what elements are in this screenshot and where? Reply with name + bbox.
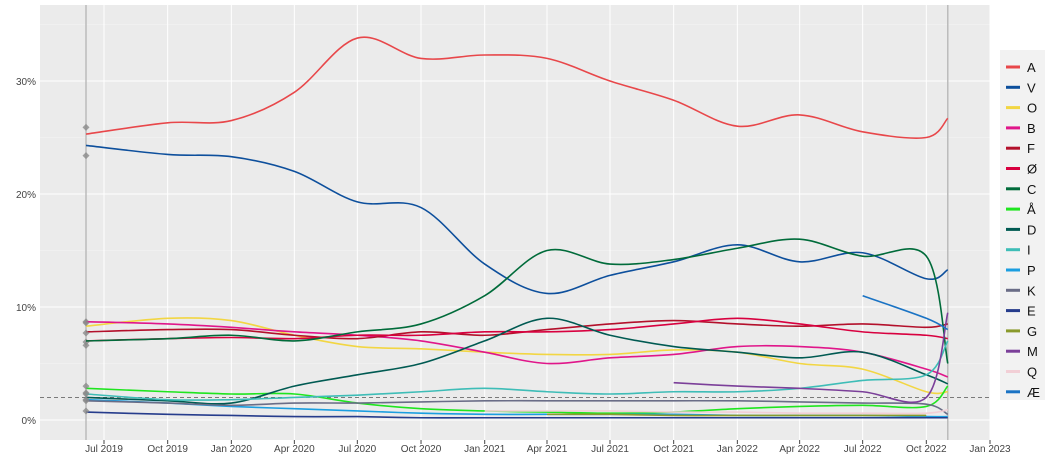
legend-label: Æ: [1027, 385, 1040, 400]
trend-line-E: [85, 411, 948, 419]
election-result-marker: [82, 390, 90, 398]
x-tick-label: Jan 2022: [717, 444, 759, 455]
legend-label: M: [1027, 344, 1038, 359]
trend-line-C: [85, 238, 949, 364]
trend-line-F: [85, 319, 948, 340]
election-result-marker: [82, 382, 90, 390]
legend-label: P: [1027, 263, 1036, 278]
trend-line-B: [85, 320, 949, 378]
legend-label: A: [1027, 60, 1036, 75]
trend-line-Å: [85, 385, 949, 415]
trend-line-D: [85, 317, 949, 405]
trend-line-K: [85, 399, 949, 416]
legend-label: K: [1027, 283, 1036, 298]
trend-line-O: [85, 317, 948, 395]
trend-line-M: [673, 312, 949, 403]
x-tick-label: Oct 2020: [401, 444, 442, 455]
x-tick-label: Apr 2022: [779, 444, 820, 455]
x-tick-label: Jan 2023: [969, 444, 1011, 455]
legend-label: Q: [1027, 365, 1037, 380]
election-result-marker: [82, 319, 90, 327]
y-tick-label: 20%: [16, 190, 36, 201]
legend-label: C: [1027, 182, 1036, 197]
trend-line-Ø: [85, 317, 948, 342]
x-tick-label: Oct 2021: [653, 444, 694, 455]
election-result-marker: [82, 407, 90, 415]
legend-label: Ø: [1027, 162, 1037, 177]
legend-box: [1000, 50, 1045, 400]
y-tick-label: 30%: [16, 77, 36, 88]
x-tick-label: Oct 2022: [906, 444, 947, 455]
x-tick-label: Jan 2021: [464, 444, 506, 455]
plot-panel: [40, 5, 990, 440]
election-result-marker: [82, 123, 90, 131]
x-tick-label: Jul 2019: [85, 444, 123, 455]
y-tick-label: 0%: [22, 416, 37, 427]
x-tick-label: Jul 2021: [591, 444, 629, 455]
trend-line-Q: [484, 409, 948, 415]
election-result-marker: [82, 397, 90, 405]
legend-label: V: [1027, 80, 1036, 95]
trend-line-I: [85, 340, 949, 401]
legend-label: I: [1027, 243, 1031, 258]
election-result-marker: [82, 152, 90, 160]
legend-label: Å: [1027, 202, 1036, 217]
x-tick-label: Jul 2020: [338, 444, 376, 455]
x-tick-label: Oct 2019: [147, 444, 188, 455]
x-tick-label: Jul 2022: [844, 444, 882, 455]
legend-label: D: [1027, 222, 1036, 237]
trend-line-G: [546, 413, 927, 417]
x-tick-label: Jan 2020: [211, 444, 253, 455]
trend-line-A: [85, 36, 949, 139]
trend-line-V: [85, 144, 949, 295]
x-tick-label: Apr 2020: [274, 444, 315, 455]
legend-label: F: [1027, 141, 1035, 156]
y-tick-label: 10%: [16, 303, 36, 314]
legend-label: B: [1027, 121, 1036, 136]
legend-label: E: [1027, 304, 1036, 319]
legend-label: G: [1027, 324, 1037, 339]
legend-label: O: [1027, 101, 1037, 116]
election-result-marker: [82, 341, 90, 349]
trend-line-Æ: [862, 294, 949, 331]
x-tick-label: Apr 2021: [527, 444, 568, 455]
election-result-marker: [82, 329, 90, 337]
